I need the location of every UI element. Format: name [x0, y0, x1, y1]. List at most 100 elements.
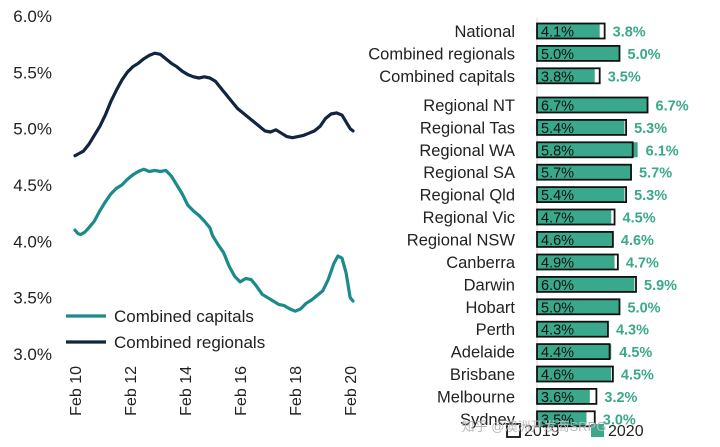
bar-2019-value-label: 5.4%: [541, 121, 574, 137]
bar-2020-value-label: 4.6%: [621, 233, 654, 249]
bar-category-label: Regional WA: [419, 142, 515, 160]
bar-2019: [536, 45, 621, 62]
bar-2020-value-label: 4.5%: [619, 345, 652, 361]
bar-2020: [537, 68, 595, 84]
bar-2019-value-label: 6.0%: [541, 278, 574, 294]
bar-2020: [537, 164, 632, 180]
bar-category-label: Regional NSW: [407, 231, 516, 249]
bar-2020-value-label: 4.5%: [623, 211, 656, 227]
x-tick-label: Feb 18: [288, 366, 305, 416]
bar-2020-value-label: 6.1%: [646, 143, 679, 159]
bar-2019-value-label: 4.1%: [541, 25, 574, 41]
bar-category-label: Combined regionals: [368, 45, 515, 63]
bar-2019: [536, 96, 649, 114]
bar-2019-value-label: 5.0%: [541, 300, 574, 316]
bar-2020-value-label: 5.0%: [628, 47, 661, 63]
bar-2020-value-label: 5.0%: [628, 300, 661, 316]
bar-category-label: Regional NT: [423, 97, 515, 115]
bar-2019: [536, 410, 596, 428]
bar-category-label: Canberra: [446, 254, 516, 272]
bar-category-label: Brisbane: [450, 366, 515, 384]
bar-2019-value-label: 4.7%: [541, 211, 574, 227]
bar-2019: [536, 320, 609, 338]
x-tick-label: Feb 14: [178, 366, 195, 416]
bar-2019-value-label: 4.3%: [541, 323, 574, 339]
watermark: 知乎 @澳洲开发商SRPG: [462, 419, 607, 434]
bar-2020: [537, 187, 625, 203]
bar-2020-value-label: 4.5%: [621, 368, 654, 384]
bar-2020: [537, 411, 587, 427]
bar-category-label: Perth: [476, 321, 515, 339]
bar-2019: [536, 387, 598, 405]
bar-2020: [537, 254, 615, 270]
bar-2020: [537, 299, 620, 315]
y-tick-label: 4.0%: [13, 232, 52, 251]
legend-label-1: Combined regionals: [114, 333, 265, 352]
bar-2020: [537, 231, 613, 247]
bar-2019: [536, 343, 611, 361]
bar-2019: [536, 67, 601, 85]
bar-category-label: Regional SA: [423, 164, 515, 182]
bar-2019-value-label: 5.7%: [541, 166, 574, 182]
bar-2020: [537, 119, 625, 135]
bar-2020-value-label: 3.8%: [613, 25, 646, 41]
bar-2019: [536, 208, 616, 226]
y-tick-label: 5.5%: [13, 63, 52, 82]
bar-2019: [536, 141, 634, 159]
bar-2020: [537, 142, 638, 158]
bar-2020-value-label: 4.7%: [626, 256, 659, 272]
bar-2019-value-label: 3.6%: [541, 390, 574, 406]
bar-category-label: Hobart: [465, 299, 515, 317]
bar-2020-value-label: 6.7%: [656, 99, 689, 115]
bar-2020-value-label: 5.9%: [644, 278, 677, 294]
bar-2020: [537, 23, 600, 39]
bar-2019: [536, 119, 627, 136]
bar-category-label: Sydney: [460, 411, 516, 429]
bar-2019: [536, 365, 614, 383]
bar-2020: [537, 321, 608, 337]
bar-category-label: Adelaide: [451, 344, 515, 362]
bar-2019-value-label: 5.4%: [541, 188, 574, 204]
bar-2020-value-label: 3.0%: [603, 412, 636, 428]
bar-category-label: Darwin: [464, 276, 515, 294]
bar-2020-value-label: 5.7%: [639, 166, 672, 182]
bar-category-label: Combined capitals: [379, 68, 515, 86]
bar-2020: [537, 366, 612, 382]
bar-category-label: Regional Qld: [420, 187, 515, 205]
y-tick-label: 6.0%: [13, 7, 52, 26]
bar-2020: [537, 344, 612, 360]
x-tick-label: Feb 16: [233, 366, 250, 416]
bar-2019-value-label: 5.8%: [541, 143, 574, 159]
bar-category-label: Melbourne: [437, 388, 515, 406]
bar-2020-value-label: 5.3%: [634, 121, 667, 137]
legend-label-0: Combined capitals: [114, 307, 254, 326]
y-tick-label: 3.5%: [13, 289, 52, 308]
bar-category-label: National: [454, 23, 515, 41]
bar-2019-value-label: 6.7%: [541, 99, 574, 115]
bar-2020-value-label: 3.5%: [608, 69, 641, 85]
x-tick-label: Feb 20: [343, 366, 360, 416]
bar-2020-value-label: 4.3%: [616, 323, 649, 339]
legend-swatch-2020: [591, 424, 604, 437]
bar-2019-value-label: 4.6%: [541, 368, 574, 384]
x-tick-label: Feb 10: [68, 366, 85, 416]
legend-label-2019: 2019: [524, 423, 560, 440]
bar-2020: [537, 45, 620, 61]
bar-2019: [536, 298, 621, 316]
bar-2020: [537, 276, 635, 292]
bar-2019-value-label: 4.9%: [541, 256, 574, 272]
bar-2019: [536, 163, 632, 181]
bar-category-label: Regional Vic: [423, 209, 515, 227]
bar-2019-value-label: 4.6%: [541, 233, 574, 249]
bar-2019: [536, 186, 627, 204]
bar-2019: [536, 22, 606, 40]
y-tick-label: 4.5%: [13, 176, 52, 195]
bar-2019: [536, 253, 619, 271]
bar-2019-value-label: 4.4%: [541, 345, 574, 361]
bar-2020: [537, 209, 612, 225]
y-tick-label: 3.0%: [13, 345, 52, 364]
bar-2019-value-label: 3.8%: [541, 69, 574, 85]
legend-swatch-2019: [506, 423, 521, 438]
bar-2019-value-label: 5.0%: [541, 47, 574, 63]
